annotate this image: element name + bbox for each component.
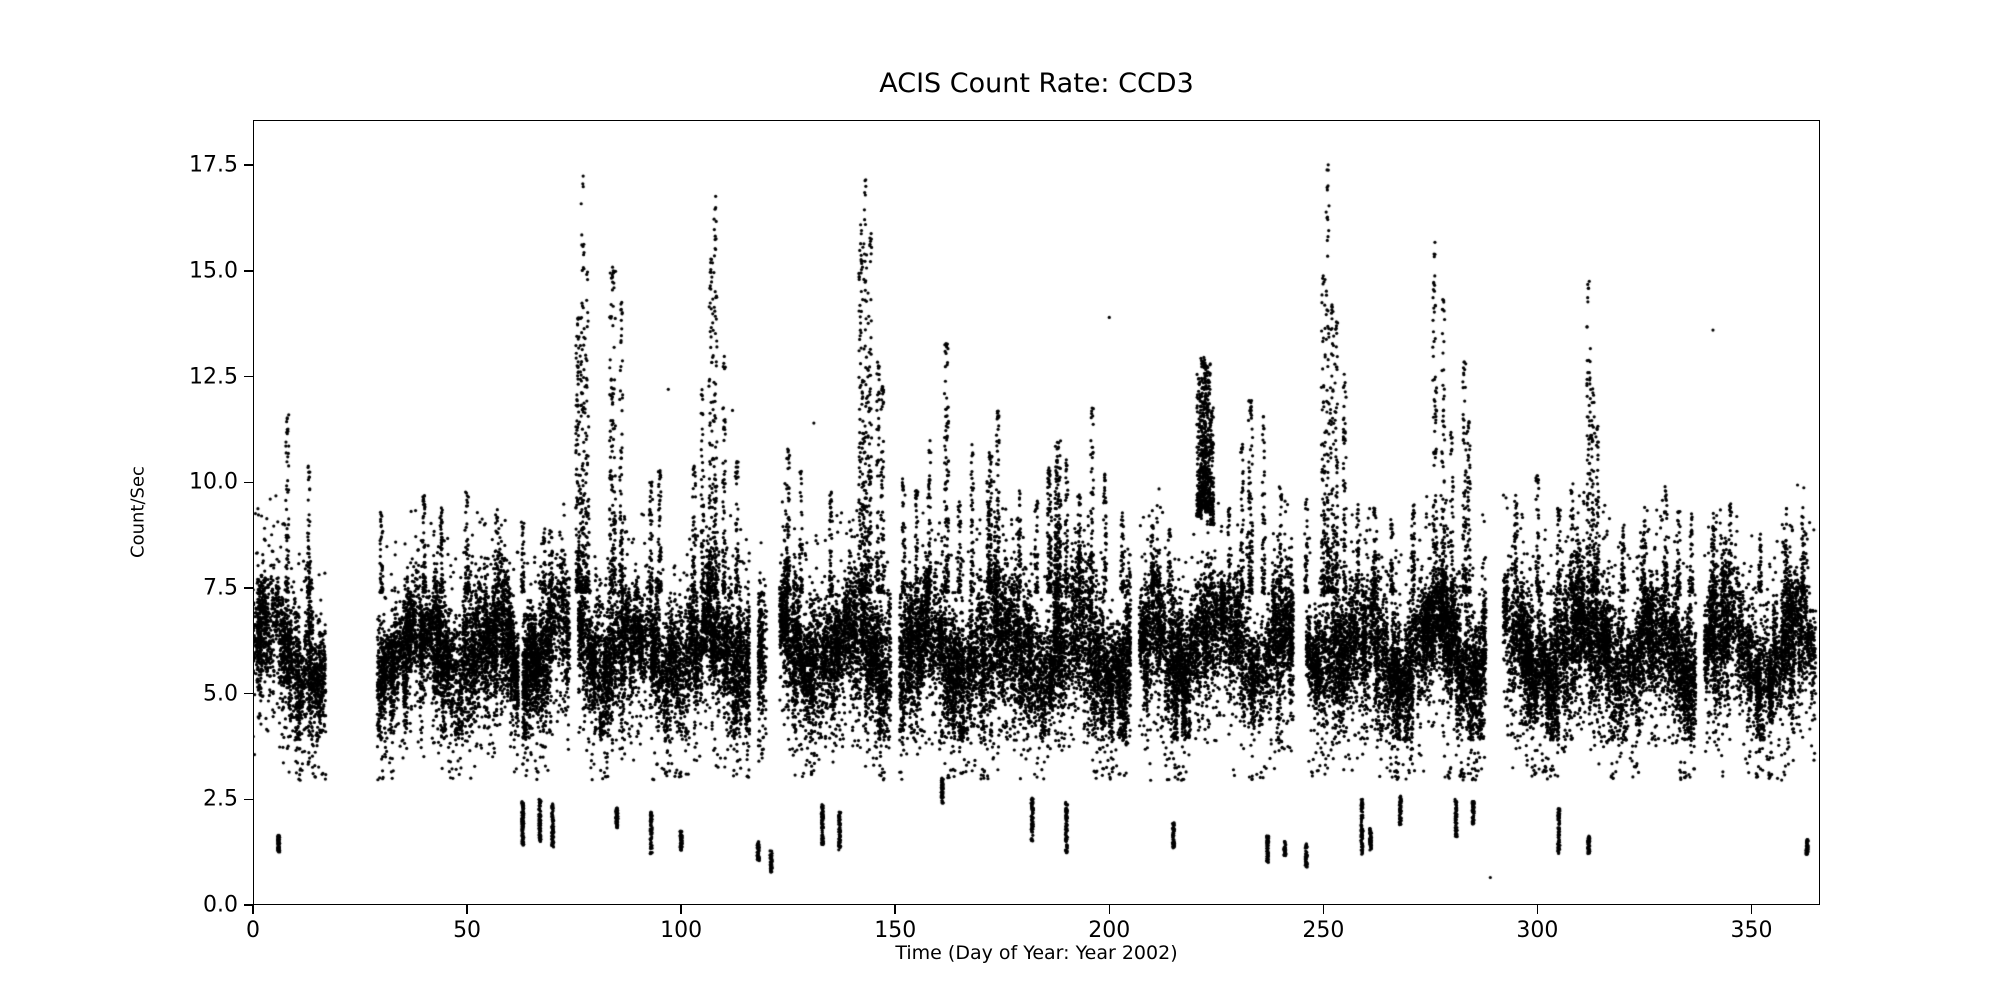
y-tick <box>244 798 253 801</box>
x-tick-label: 200 <box>1088 918 1131 943</box>
x-tick <box>1750 905 1753 914</box>
chart-title: ACIS Count Rate: CCD3 <box>879 68 1194 99</box>
y-tick <box>244 904 253 906</box>
y-tick-label: 12.5 <box>189 364 238 390</box>
x-tick <box>680 905 682 914</box>
x-tick <box>894 905 896 914</box>
x-tick <box>1322 905 1325 914</box>
y-axis-label: Count/Sec <box>127 466 149 558</box>
y-tick <box>244 375 253 378</box>
x-axis-label: Time (Day of Year: Year 2002) <box>895 942 1178 964</box>
x-tick <box>466 905 468 914</box>
x-tick-label: 150 <box>874 918 917 943</box>
y-tick-label: 7.5 <box>203 575 238 601</box>
plot-canvas <box>253 120 1820 905</box>
x-tick-label: 350 <box>1730 918 1773 943</box>
x-tick-label: 0 <box>246 918 260 943</box>
y-tick-label: 5.0 <box>203 681 238 707</box>
y-tick-label: 2.5 <box>203 786 238 812</box>
y-tick <box>244 587 253 589</box>
y-tick <box>244 270 253 272</box>
plot-area <box>253 120 1820 905</box>
x-tick <box>252 905 254 914</box>
x-tick <box>1108 905 1111 914</box>
y-tick <box>244 692 253 695</box>
x-tick-label: 300 <box>1516 918 1559 943</box>
x-tick-label: 50 <box>453 918 482 943</box>
y-tick <box>244 164 253 166</box>
y-tick-label: 15.0 <box>189 258 238 284</box>
y-tick <box>244 481 253 484</box>
x-tick-label: 250 <box>1302 918 1345 943</box>
x-tick-label: 100 <box>660 918 703 943</box>
x-tick <box>1536 905 1539 914</box>
y-tick-label: 10.0 <box>189 469 238 495</box>
y-tick-label: 17.5 <box>189 152 238 178</box>
y-tick-label: 0.0 <box>203 892 238 918</box>
